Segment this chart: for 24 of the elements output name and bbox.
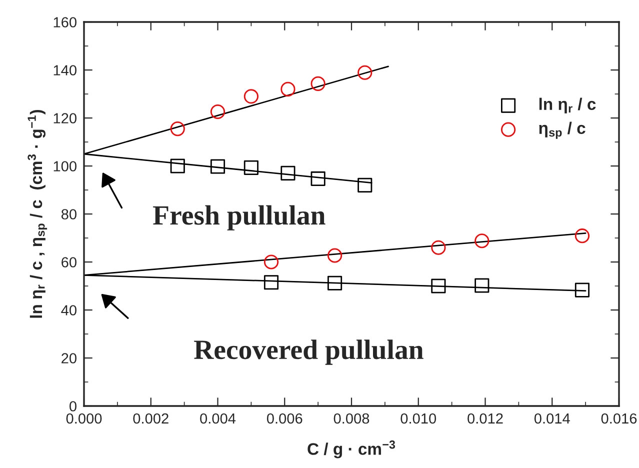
y-tick-label: 120: [54, 113, 76, 124]
x-tick-label: 0.008: [334, 413, 370, 424]
annotation: Recovered pullulan: [194, 340, 424, 365]
legend-label: η$_{sp}$ / c: [539, 122, 586, 139]
y-tick-label: 60: [62, 257, 76, 268]
y-tick-label: 100: [54, 161, 76, 172]
y-tick-label: 140: [54, 65, 76, 76]
x-tick-label: 0.012: [468, 413, 503, 424]
y-tick-label: 0: [70, 401, 76, 412]
y-tick-label: 20: [62, 353, 76, 364]
y-tick-label: 80: [61, 209, 76, 220]
x-axis-title: C / g · cm$^{−3}$: [308, 440, 396, 458]
x-tick-label: 0.004: [200, 413, 236, 424]
legend-label: ln η$_{r}$ / c: [539, 98, 596, 114]
x-tick-label: 0.014: [534, 413, 570, 424]
x-tick-label: 0.006: [266, 413, 302, 424]
annotation: Fresh pullulan: [153, 205, 326, 230]
x-tick-label: 0.002: [133, 413, 168, 424]
y-tick-label: 160: [54, 17, 76, 28]
text: ln η$_{r}$ / c , η$_{sp}$ / c (cm$^{3}$ · g$^{−1}$): [28, 110, 48, 318]
x-tick-label: 0.010: [400, 413, 436, 424]
y-tick-label: 40: [61, 305, 76, 316]
x-tick-label: 0.000: [66, 413, 102, 424]
x-tick-label: 0.016: [601, 413, 637, 424]
